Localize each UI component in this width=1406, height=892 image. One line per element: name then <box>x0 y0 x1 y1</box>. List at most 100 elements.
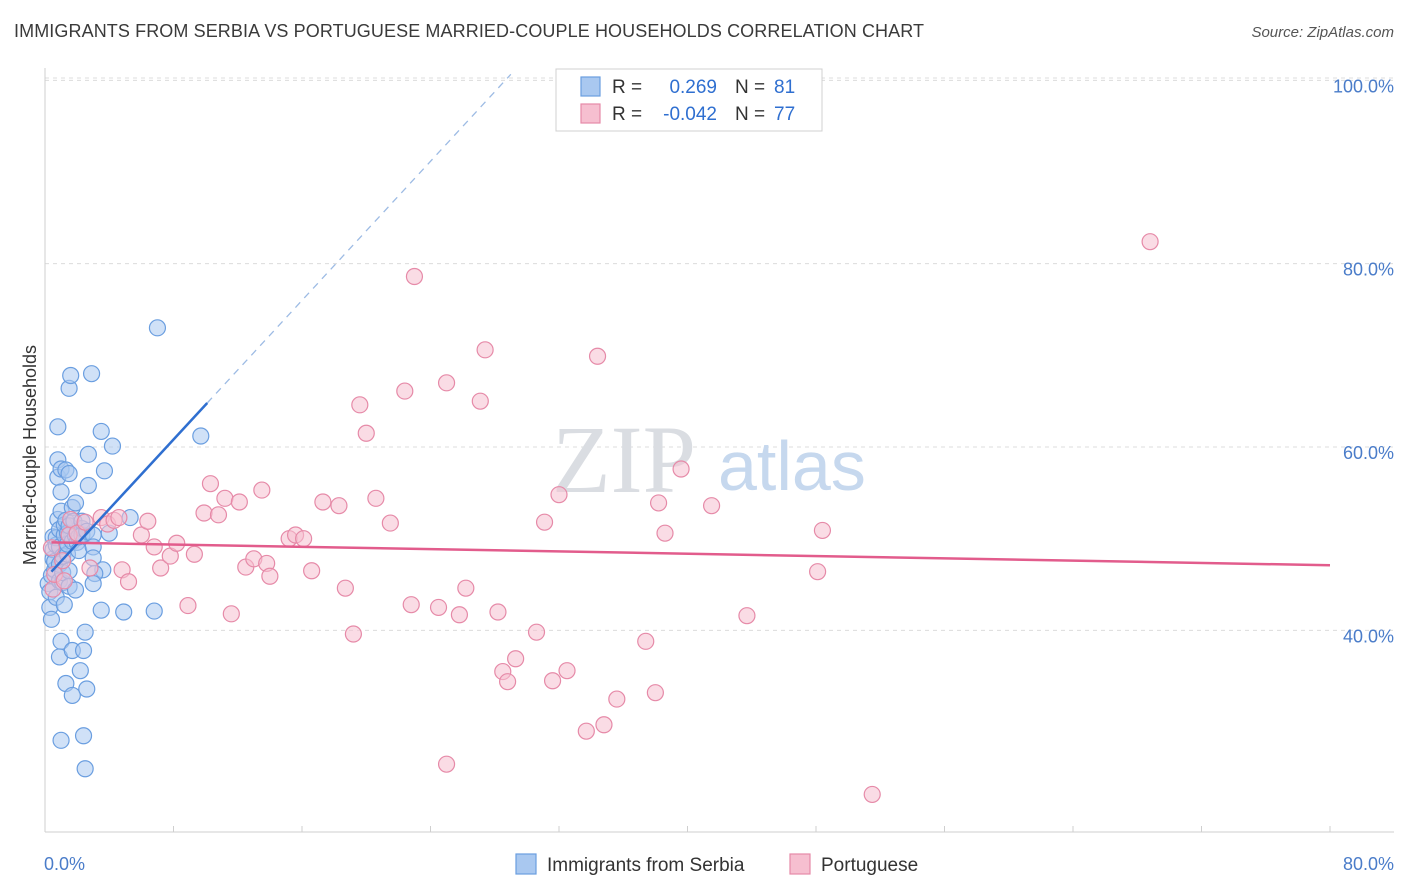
point-portuguese <box>261 567 279 585</box>
axes <box>44 68 1394 833</box>
trend-line-serbia-extension <box>206 73 512 404</box>
point-serbia <box>79 476 97 495</box>
legend-n-label-portuguese: N = <box>735 104 765 125</box>
point-serbia <box>60 464 78 483</box>
point-serbia <box>63 686 81 705</box>
point-portuguese <box>253 481 271 499</box>
point-serbia <box>55 596 73 614</box>
point-portuguese <box>550 486 568 504</box>
legend-stats: R = 0.269 N = 81 R = -0.042 N = 77 <box>555 68 823 132</box>
point-portuguese <box>336 579 354 597</box>
point-portuguese <box>656 524 674 542</box>
watermark-atlas: atlas <box>718 427 866 505</box>
point-portuguese <box>499 673 517 691</box>
legend-r-label-portuguese: R = <box>612 104 642 125</box>
chart-source: Source: ZipAtlas.com <box>1251 24 1394 41</box>
point-portuguese <box>55 572 73 590</box>
gridlines <box>45 77 1394 631</box>
point-portuguese <box>437 755 456 773</box>
point-portuguese <box>457 579 475 597</box>
point-portuguese <box>809 563 827 581</box>
point-serbia <box>79 445 97 463</box>
point-portuguese <box>119 573 138 591</box>
point-portuguese <box>507 650 525 668</box>
point-serbia <box>103 437 122 455</box>
point-portuguese <box>476 341 494 359</box>
point-portuguese <box>1141 233 1159 251</box>
point-serbia <box>82 365 101 383</box>
point-portuguese <box>405 267 424 286</box>
point-portuguese <box>209 506 228 524</box>
legend-r-label-serbia: R = <box>612 77 642 98</box>
point-portuguese <box>702 497 721 515</box>
point-serbia <box>115 603 133 621</box>
trend-lines <box>50 73 1331 573</box>
legend-r-value-portuguese: -0.042 <box>663 104 717 125</box>
legend-swatch-serbia <box>580 76 601 97</box>
point-portuguese <box>222 605 240 623</box>
point-portuguese <box>145 538 163 556</box>
point-portuguese <box>152 559 170 577</box>
point-portuguese <box>450 606 469 624</box>
bottom-legend-swatch-portuguese <box>789 853 811 875</box>
y-tick-label: 60.0% <box>1343 443 1394 463</box>
point-serbia <box>145 602 163 620</box>
point-portuguese <box>646 684 664 702</box>
point-portuguese <box>195 504 213 522</box>
y-axis-label: Married-couple Households <box>20 345 40 565</box>
point-portuguese <box>303 562 321 580</box>
point-portuguese <box>230 493 248 511</box>
point-portuguese <box>429 598 448 617</box>
point-serbia <box>95 462 114 480</box>
legend-r-value-serbia: 0.269 <box>669 77 717 98</box>
watermark-zip: ZIP <box>552 406 696 513</box>
point-portuguese <box>402 596 420 614</box>
point-portuguese <box>471 392 489 410</box>
point-portuguese <box>179 596 197 615</box>
point-portuguese <box>110 508 128 527</box>
bottom-legend-label-serbia: Immigrants from Serbia <box>547 855 745 876</box>
point-serbia <box>148 319 167 337</box>
point-portuguese <box>76 513 94 531</box>
point-portuguese <box>637 632 655 650</box>
y-tick-label: 80.0% <box>1343 260 1394 280</box>
point-serbia <box>74 727 93 745</box>
point-portuguese <box>489 603 507 621</box>
point-portuguese <box>139 512 157 530</box>
point-portuguese <box>543 672 562 690</box>
point-portuguese <box>351 396 369 414</box>
chart-title: IMMIGRANTS FROM SERBIA VS PORTUGUESE MAR… <box>14 21 925 41</box>
y-tick-label: 100.0% <box>1333 76 1394 96</box>
legend-swatch-portuguese <box>580 103 601 124</box>
point-serbia <box>66 494 85 512</box>
point-portuguese <box>577 722 595 740</box>
point-serbia <box>76 623 94 641</box>
point-serbia <box>62 366 80 385</box>
point-portuguese <box>185 545 203 563</box>
point-serbia <box>66 581 85 599</box>
legend-n-value-portuguese: 77 <box>774 104 795 125</box>
x-tick-labels: 0.0% 80.0% <box>44 854 1394 874</box>
data-points <box>39 233 1159 804</box>
point-portuguese <box>42 539 61 557</box>
point-portuguese <box>608 690 626 708</box>
point-portuguese <box>595 716 613 734</box>
point-portuguese <box>295 530 313 548</box>
point-portuguese <box>367 489 385 507</box>
point-portuguese <box>357 424 375 442</box>
point-serbia <box>42 610 61 628</box>
legend-n-value-serbia: 81 <box>774 77 795 98</box>
y-tick-labels: 40.0% 60.0% 80.0% 100.0% <box>1333 76 1394 646</box>
point-portuguese <box>330 497 348 515</box>
point-serbia <box>92 601 110 619</box>
point-portuguese <box>738 607 756 625</box>
legend-n-label-serbia: N = <box>735 77 765 98</box>
point-serbia <box>76 760 94 778</box>
point-portuguese <box>396 382 414 400</box>
point-portuguese <box>81 559 99 577</box>
point-portuguese <box>649 494 668 512</box>
watermark: ZIP atlas <box>552 406 866 513</box>
point-serbia <box>52 731 70 749</box>
point-serbia <box>78 680 96 698</box>
